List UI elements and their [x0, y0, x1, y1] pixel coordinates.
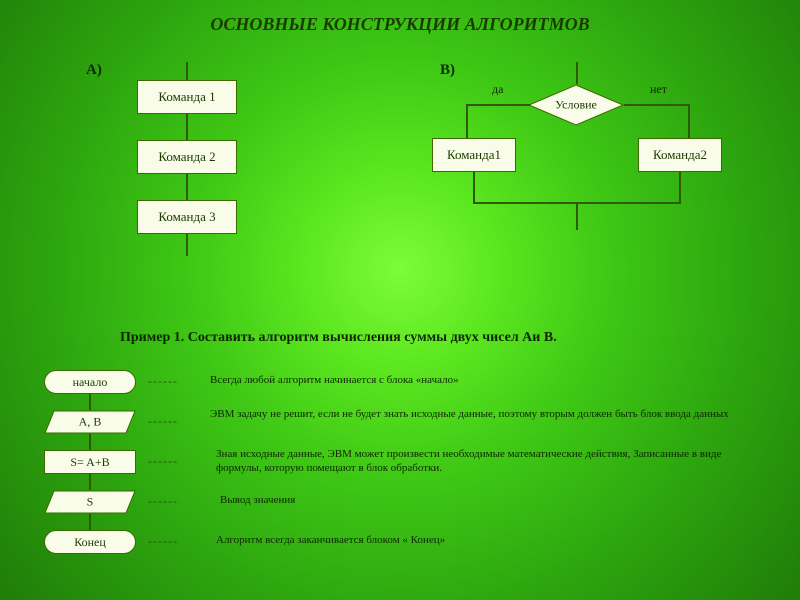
condition-label: Условие [555, 98, 597, 113]
seq-connector [186, 234, 188, 256]
section-b-label: В) [440, 62, 455, 79]
desc-process: Зная исходные данные, ЭВМ может произвес… [216, 448, 736, 476]
dash-line: ------ [148, 414, 178, 429]
branch-connector [473, 172, 475, 202]
example-caption: Пример 1. Составить алгоритм вычисления … [120, 330, 680, 346]
flow-end: Конец [44, 530, 136, 554]
flow-connector [89, 434, 91, 450]
seq-connector [186, 62, 188, 80]
seq-connector [186, 174, 188, 200]
branch-connector [688, 104, 690, 138]
dash-line: ------ [148, 534, 178, 549]
flow-output: S [44, 490, 136, 514]
flow-connector [89, 474, 91, 490]
flow-connector [89, 514, 91, 530]
seq-box-1: Команда 1 [137, 80, 237, 114]
branch-no-label: нет [650, 82, 667, 97]
branch-cmd1: Команда1 [432, 138, 516, 172]
flow-start: начало [44, 370, 136, 394]
flow-process: S= A+B [44, 450, 136, 474]
condition-diamond: Условие [528, 84, 624, 126]
branch-connector [466, 104, 530, 106]
branch-connector [679, 172, 681, 202]
dash-line: ------ [148, 374, 178, 389]
desc-start: Всегда любой алгоритм начинается с блока… [210, 374, 730, 388]
section-a-label: А) [86, 62, 102, 79]
flow-input-label: А, В [79, 415, 102, 430]
dash-line: ------ [148, 454, 178, 469]
branch-yes-label: да [492, 82, 503, 97]
seq-box-2: Команда 2 [137, 140, 237, 174]
page-title: ОСНОВНЫЕ КОНСТРУКЦИИ АЛГОРИТМОВ [0, 0, 800, 35]
flow-connector [89, 394, 91, 410]
flow-output-label: S [87, 495, 94, 510]
seq-connector [186, 114, 188, 140]
dash-line: ------ [148, 494, 178, 509]
branch-cmd2: Команда2 [638, 138, 722, 172]
desc-end: Алгоритм всегда заканчивается блоком « К… [216, 534, 736, 548]
seq-box-3: Команда 3 [137, 200, 237, 234]
branch-connector [576, 202, 578, 230]
branch-connector [576, 62, 578, 84]
flow-input: А, В [44, 410, 136, 434]
branch-connector [466, 104, 468, 138]
branch-connector [624, 104, 690, 106]
desc-output: Вывод значения [220, 494, 740, 508]
desc-input: ЭВМ задачу не решит, если не будет знать… [210, 408, 730, 422]
